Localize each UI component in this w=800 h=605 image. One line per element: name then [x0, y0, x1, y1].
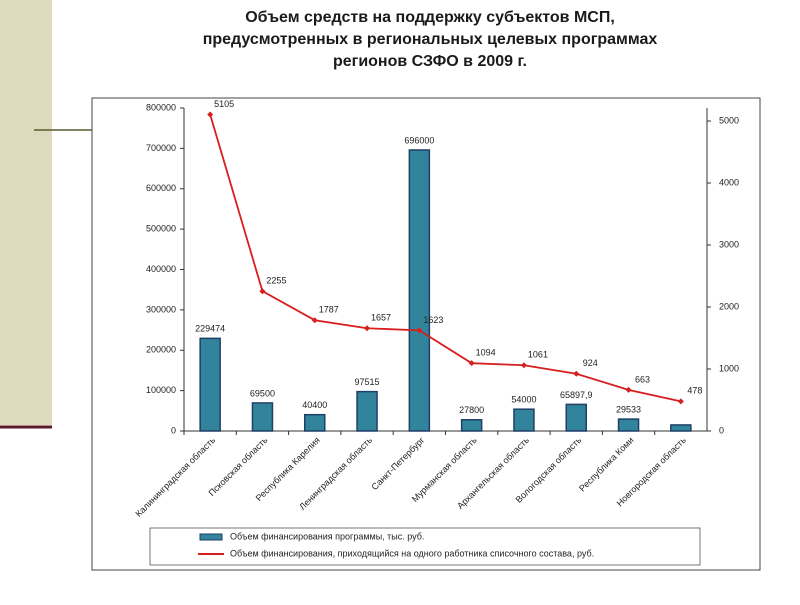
y2-tick-label: 5000 [719, 115, 739, 125]
bar [617, 418, 640, 432]
bar [565, 403, 587, 432]
bar [460, 419, 483, 432]
y-tick-label: 0 [171, 425, 176, 435]
value-label: 65897,9 [560, 390, 593, 400]
chart-title: Объем средств на поддержку субъектов МСП… [245, 9, 615, 26]
chart-title: регионов СЗФО в 2009 г. [333, 53, 527, 70]
line-marker [311, 317, 318, 324]
bar [304, 413, 326, 432]
line-marker [468, 360, 475, 367]
y2-tick-label: 0 [719, 425, 724, 435]
value-label: 696000 [404, 135, 434, 145]
bar [408, 149, 431, 432]
value-label: 2255 [266, 276, 286, 286]
legend-swatch [199, 533, 223, 541]
value-label: 5105 [214, 99, 234, 109]
legend-box [149, 527, 701, 566]
y2-tick-label: 2000 [719, 301, 739, 311]
value-label: 29533 [616, 404, 641, 414]
line-marker [207, 111, 214, 118]
bar [251, 402, 274, 432]
y-tick-label: 600000 [146, 183, 176, 193]
value-label: 1623 [423, 315, 443, 325]
value-label: 69500 [250, 388, 275, 398]
y-tick-label: 700000 [146, 143, 176, 153]
y-tick-label: 500000 [146, 224, 176, 234]
line-marker [259, 288, 266, 295]
y-tick-label: 300000 [146, 304, 176, 314]
value-label: 663 [635, 374, 650, 384]
line-marker [520, 362, 527, 369]
chart-title: предусмотренных в региональных целевых п… [203, 31, 658, 48]
y2-tick-label: 4000 [719, 177, 739, 187]
y2-tick-label: 3000 [719, 239, 739, 249]
value-label: 229474 [195, 324, 225, 334]
y-tick-label: 800000 [146, 102, 176, 112]
bar [199, 337, 221, 432]
value-label: 1094 [476, 348, 496, 358]
side-band [0, 0, 52, 425]
line-marker [416, 327, 423, 334]
line-marker [573, 370, 580, 377]
line-marker [625, 386, 632, 393]
value-label: 478 [687, 386, 702, 396]
value-label: 1787 [319, 305, 339, 315]
value-label: 27800 [459, 405, 484, 415]
value-label: 1061 [528, 350, 548, 360]
y-tick-label: 100000 [146, 385, 176, 395]
legend-label: Объем финансирования программы, тыс. руб… [230, 531, 424, 541]
legend-label: Объем финансирования, приходящийся на од… [230, 548, 594, 558]
bar [356, 390, 378, 432]
bar [670, 424, 692, 432]
line [209, 114, 682, 403]
value-label: 54000 [511, 395, 536, 405]
y-tick-label: 400000 [146, 264, 176, 274]
value-label: 924 [583, 358, 598, 368]
value-label: 40400 [302, 400, 327, 410]
bar [513, 408, 535, 432]
line-marker [364, 325, 371, 332]
y-tick-label: 200000 [146, 345, 176, 355]
line-marker [677, 398, 684, 405]
value-label: 1657 [371, 313, 391, 323]
value-label: 97515 [355, 377, 380, 387]
y2-tick-label: 1000 [719, 363, 739, 373]
